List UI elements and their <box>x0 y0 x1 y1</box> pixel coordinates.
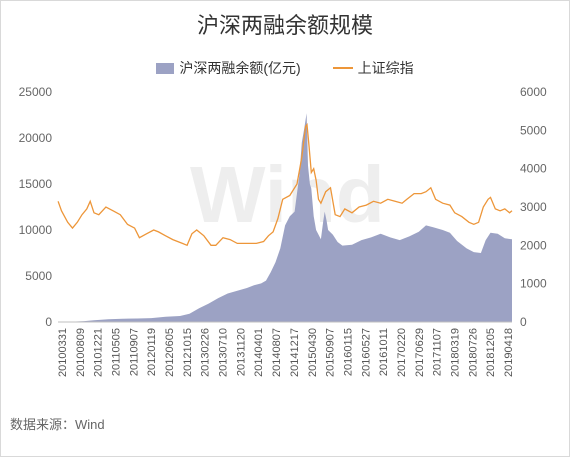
x-axis-tick-label: 20171107 <box>432 328 444 376</box>
legend-label-sse-index: 上证综指 <box>357 60 414 76</box>
right-axis-tick-label: 4000 <box>520 162 547 176</box>
x-axis-tick-label: 20190418 <box>503 328 515 377</box>
left-axis-tick-label: 20000 <box>19 131 53 145</box>
x-axis-tick-label: 20121015 <box>182 328 194 377</box>
x-axis-tick-label: 20180319 <box>450 328 462 377</box>
x-axis-tick-label: 20181205 <box>485 328 497 377</box>
x-axis-tick-label: 20150430 <box>307 328 319 377</box>
left-axis-tick-label: 0 <box>45 315 52 329</box>
right-axis-tick-label: 1000 <box>520 277 547 291</box>
right-axis-tick-label: 2000 <box>520 238 547 252</box>
x-axis-tick-label: 20160115 <box>342 328 354 376</box>
x-axis-tick-label: 20170220 <box>396 328 408 377</box>
x-axis-tick-label: 20150907 <box>325 328 337 377</box>
x-axis-tick-label: 20170629 <box>414 328 426 377</box>
x-axis-tick-label: 20131120 <box>235 328 247 376</box>
x-axis-tick-label: 20161011 <box>378 328 390 376</box>
line-sse-index <box>57 122 513 247</box>
legend-swatch-area <box>156 62 175 74</box>
right-axis-tick-label: 3000 <box>520 200 547 214</box>
x-axis-tick-label: 20141217 <box>289 328 301 377</box>
x-axis-tick-label: 20120119 <box>146 328 158 376</box>
area-margin-balance <box>58 113 512 322</box>
legend-item-margin-balance: 沪深两融余额(亿元) <box>156 58 301 78</box>
chart-legend: 沪深两融余额(亿元) 上证综指 <box>0 58 570 78</box>
left-axis-tick-label: 10000 <box>19 223 53 237</box>
x-axis-tick-label: 20160527 <box>360 328 372 377</box>
legend-label-margin-balance: 沪深两融余额(亿元) <box>179 60 301 76</box>
left-axis-tick-label: 25000 <box>19 85 53 99</box>
x-axis-tick-label: 20180726 <box>467 328 479 377</box>
x-axis-tick-label: 20100331 <box>57 328 69 377</box>
axis-layer: 0 5000 10000 15000 20000 25000 0 1000 2000 3000 40… <box>19 85 547 377</box>
area-series-layer <box>58 113 512 322</box>
x-axis-tick-label: 20120605 <box>164 328 176 377</box>
x-axis-tick-label: 20101221 <box>93 328 105 377</box>
x-axis-tick-label: 20140807 <box>271 328 283 377</box>
line-series-layer <box>57 122 513 247</box>
x-axis-tick-label: 20110907 <box>128 328 140 376</box>
x-axis-tick-label: 20140401 <box>253 328 265 377</box>
x-axis-tick-label: 20100809 <box>75 328 87 377</box>
right-axis-tick-label: 0 <box>520 315 527 329</box>
legend-swatch-line <box>332 67 353 69</box>
legend-item-sse-index: 上证综指 <box>332 58 414 78</box>
x-axis-tick-label: 20110505 <box>111 328 123 376</box>
right-axis-tick-label: 6000 <box>520 85 547 99</box>
left-axis-tick-label: 15000 <box>19 177 53 191</box>
right-axis-tick-label: 5000 <box>520 123 547 137</box>
chart-title: 沪深两融余额规模 <box>196 13 373 38</box>
left-axis-tick-label: 5000 <box>25 269 52 283</box>
x-axis-tick-label: 20130710 <box>218 328 230 377</box>
data-source-note: 数据来源：Wind <box>10 417 105 432</box>
x-axis-tick-label: 20130226 <box>200 328 212 377</box>
